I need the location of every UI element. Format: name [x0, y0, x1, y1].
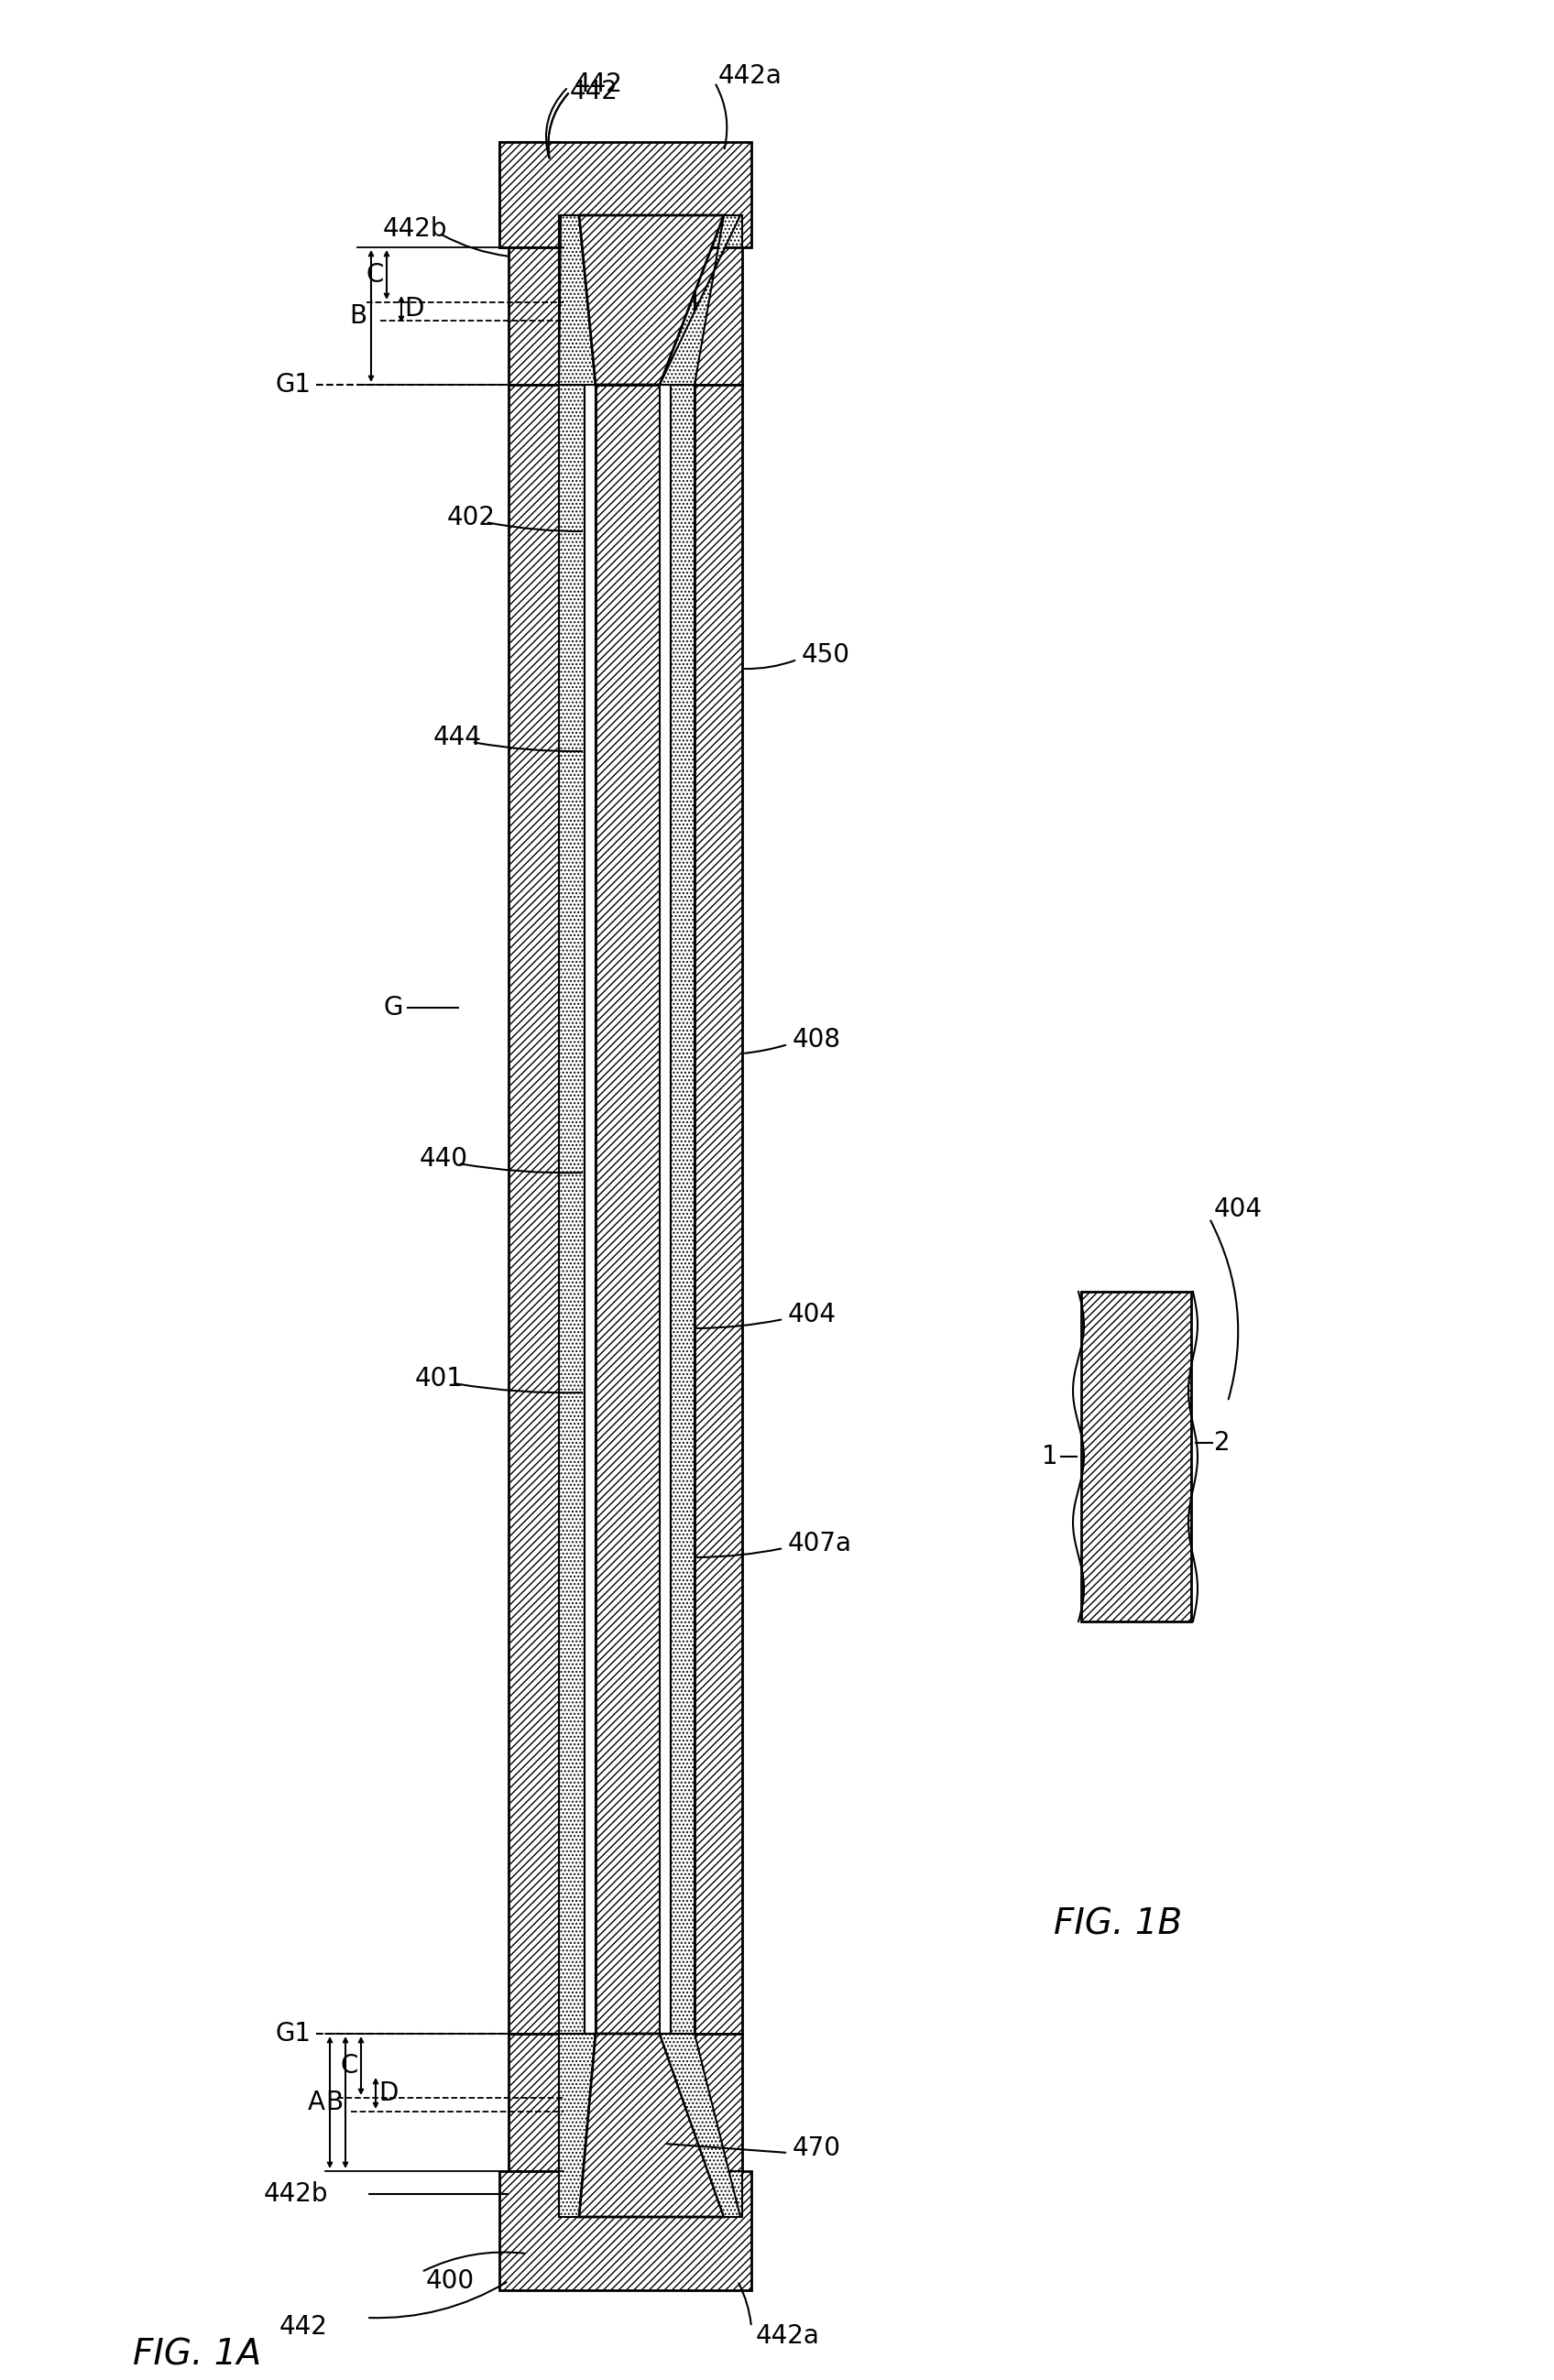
Bar [559, 214, 743, 248]
Text: G: G [384, 995, 402, 1021]
Bar [595, 386, 660, 2035]
Text: 407a: 407a [788, 1530, 852, 1557]
Bar [595, 248, 660, 386]
Bar [559, 386, 584, 2035]
Polygon shape [559, 2035, 595, 2216]
Text: FIG. 1B: FIG. 1B [1054, 1906, 1183, 1942]
Text: D: D [404, 295, 424, 321]
Polygon shape [660, 214, 740, 386]
Text: 1: 1 [1043, 1445, 1058, 1468]
Bar [508, 2035, 559, 2171]
Text: C: C [340, 2054, 359, 2078]
Text: B: B [350, 302, 367, 328]
Text: 442b: 442b [382, 217, 448, 243]
Text: 2: 2 [1214, 1430, 1231, 1457]
Text: A: A [308, 2090, 325, 2116]
Polygon shape [580, 214, 724, 386]
Bar [671, 2035, 695, 2171]
Bar [671, 386, 695, 2035]
Text: 401: 401 [415, 1366, 463, 1392]
Bar [660, 248, 671, 386]
Bar [499, 2171, 751, 2290]
Bar [584, 386, 595, 2035]
Polygon shape [660, 2035, 740, 2216]
Text: 404: 404 [788, 1302, 836, 1328]
Bar [595, 2035, 660, 2171]
Polygon shape [580, 2035, 724, 2216]
Text: 440: 440 [420, 1147, 468, 1171]
Text: 444: 444 [434, 724, 482, 750]
Text: 408: 408 [793, 1026, 841, 1052]
Bar [499, 143, 559, 248]
Bar [695, 386, 743, 2035]
Bar [559, 248, 584, 386]
Text: FIG. 1A: FIG. 1A [132, 2337, 261, 2373]
Bar [1082, 1292, 1192, 1621]
Bar [508, 386, 559, 2035]
Text: 442a: 442a [755, 2323, 821, 2349]
Bar [559, 2171, 743, 2216]
Bar [660, 2035, 671, 2171]
Bar [584, 2035, 595, 2171]
Text: G1: G1 [275, 2021, 311, 2047]
Text: 404: 404 [1214, 1197, 1262, 1221]
Bar [660, 386, 671, 2035]
Text: 442b: 442b [264, 2180, 328, 2206]
Text: D: D [379, 2080, 398, 2106]
Text: C: C [367, 262, 384, 288]
Bar [695, 2035, 743, 2171]
Text: 450: 450 [802, 643, 850, 669]
Text: 470: 470 [793, 2135, 841, 2161]
Text: B: B [325, 2090, 343, 2116]
Polygon shape [559, 214, 584, 386]
Polygon shape [559, 214, 595, 386]
Text: 442a: 442a [718, 64, 782, 88]
Bar [695, 248, 743, 386]
Bar [499, 143, 751, 248]
Bar [671, 248, 695, 386]
Bar [584, 248, 595, 386]
Text: G1: G1 [275, 371, 311, 397]
Text: 400: 400 [426, 2268, 474, 2294]
Text: 442: 442 [280, 2313, 328, 2340]
Bar [508, 248, 559, 386]
Bar [559, 2035, 584, 2171]
Text: 442: 442 [575, 71, 623, 98]
Text: 402: 402 [448, 505, 496, 531]
Text: 442: 442 [570, 79, 618, 105]
